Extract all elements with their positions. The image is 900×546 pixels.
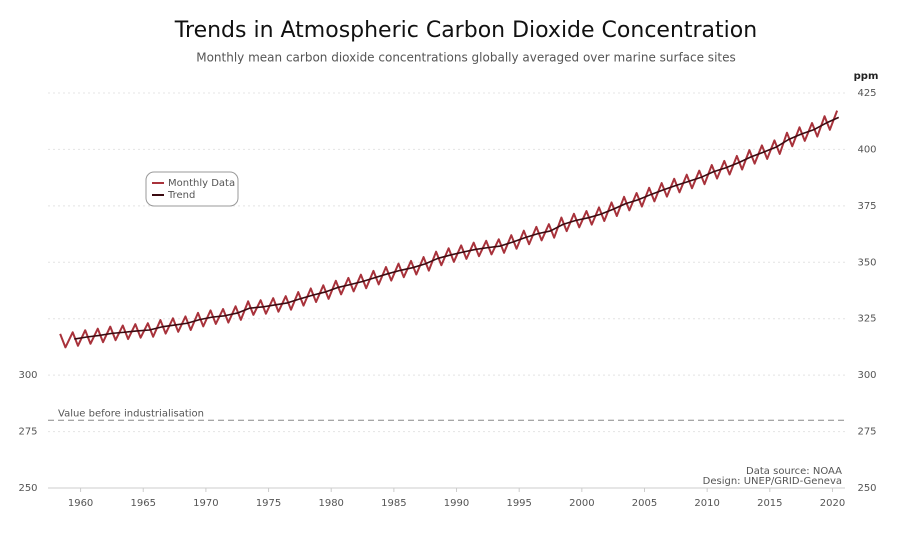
x-tick-label: 1975 [256,498,281,509]
legend-box [145,171,239,207]
y2-axis-label: ppm [854,71,879,82]
x-tick-label: 1990 [444,498,469,509]
x-tick-label: 2005 [632,498,657,509]
x-tick-label: 2020 [820,498,845,509]
x-tick-label: 2010 [694,498,719,509]
legend-label: Trend [167,190,195,201]
chart-subtitle: Monthly mean carbon dioxide concentratio… [196,51,736,65]
chart-title: Trends in Atmospheric Carbon Dioxide Con… [174,18,757,43]
y2-tick-label: 425 [857,88,876,99]
y2-tick-label: 300 [857,370,876,381]
y2-tick-label: 400 [857,144,876,155]
y-tick-label: 300 [18,370,37,381]
y2-tick-label: 275 [857,427,876,438]
x-tick-label: 2015 [757,498,782,509]
x-tick-label: 2000 [569,498,594,509]
x-tick-label: 1965 [131,498,156,509]
legend-label: Monthly Data [168,178,235,189]
reference-label: Value before industrialisation [58,408,204,419]
x-tick-label: 1985 [381,498,406,509]
y-tick-label: 250 [18,483,37,494]
source-note: Data source: NOAA [746,466,842,477]
x-tick-label: 1970 [193,498,218,509]
y2-tick-label: 350 [857,257,876,268]
series-line [59,110,839,349]
x-tick-label: 1980 [318,498,343,509]
x-tick-label: 1960 [68,498,93,509]
y-tick-label: 275 [18,427,37,438]
y2-tick-label: 375 [857,201,876,212]
series-line [74,116,840,340]
y2-tick-label: 250 [857,483,876,494]
source-note: Design: UNEP/GRID-Geneva [703,476,842,487]
x-tick-label: 1995 [506,498,531,509]
y2-tick-label: 325 [857,314,876,325]
